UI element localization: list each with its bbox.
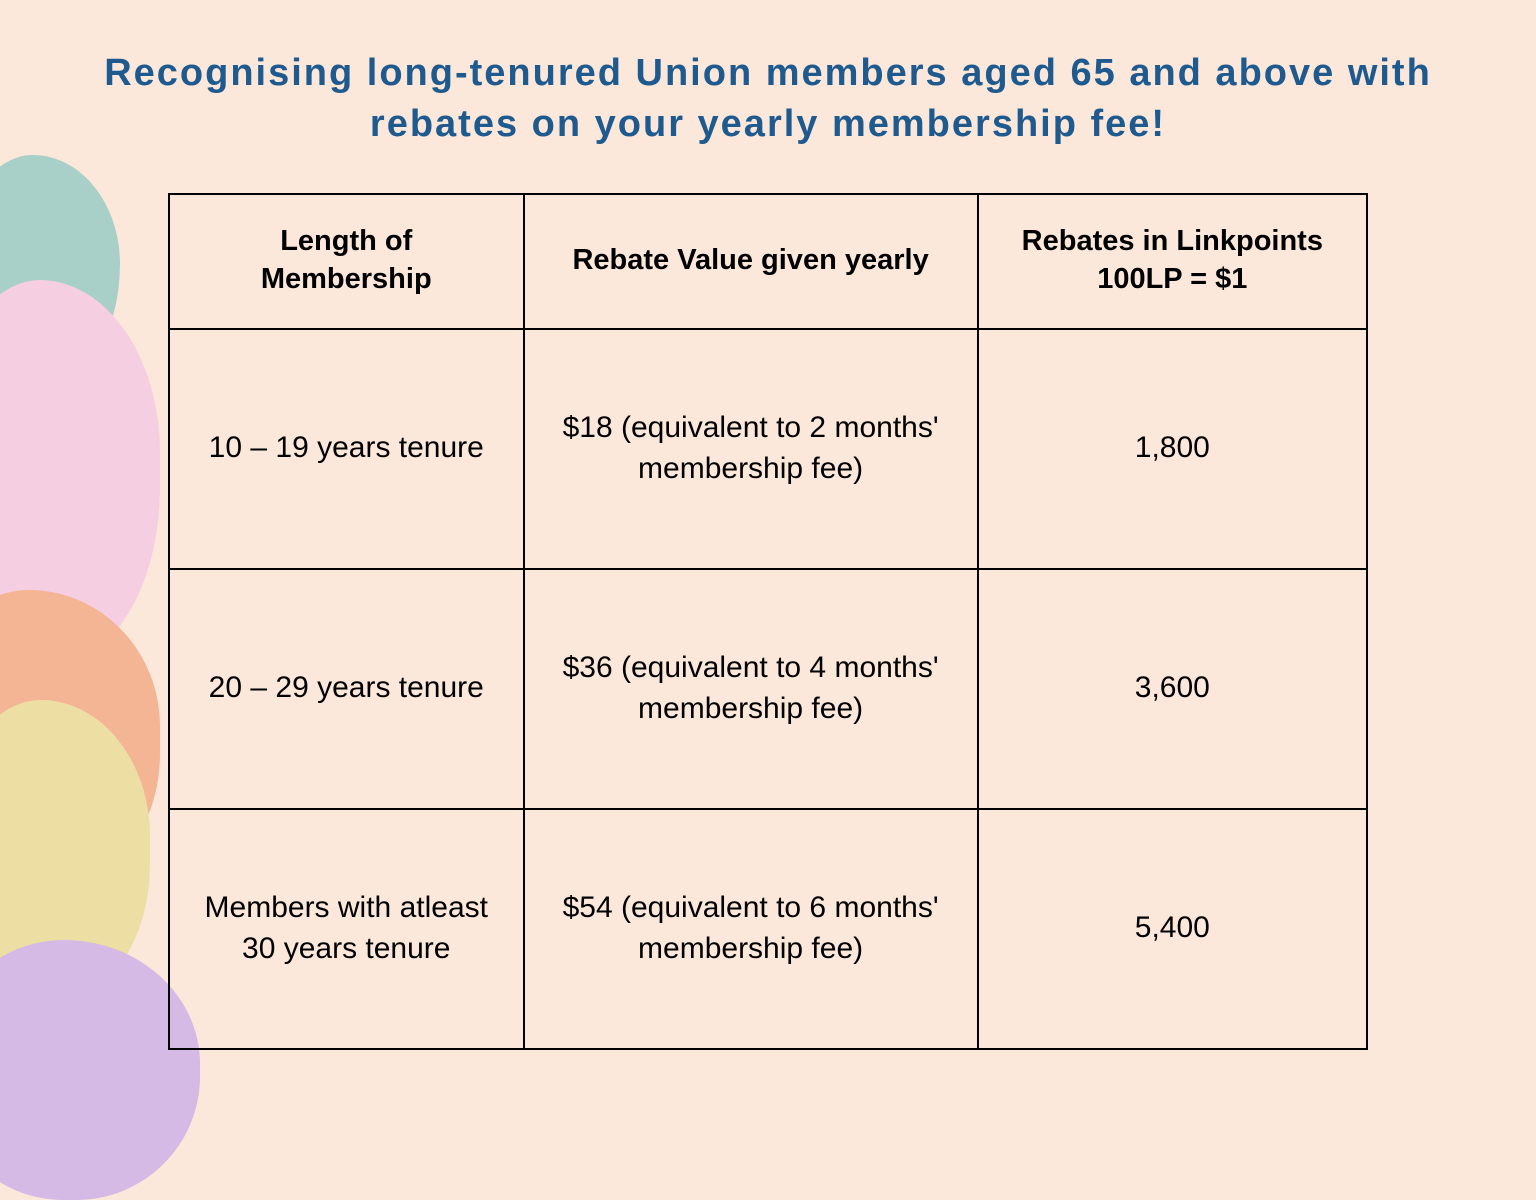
table-row: Members with atleast 30 years tenure $54… [169,809,1367,1049]
header-length: Length of Membership [169,194,524,329]
table-container: Length of Membership Rebate Value given … [0,193,1536,1050]
rebates-table: Length of Membership Rebate Value given … [168,193,1368,1050]
cell-rebate-value: $18 (equivalent to 2 months' membership … [524,329,978,569]
table-row: 10 – 19 years tenure $18 (equivalent to … [169,329,1367,569]
header-rebate-value: Rebate Value given yearly [524,194,978,329]
cell-length: Members with atleast 30 years tenure [169,809,524,1049]
cell-linkpoints: 1,800 [978,329,1367,569]
cell-linkpoints: 3,600 [978,569,1367,809]
cell-linkpoints: 5,400 [978,809,1367,1049]
header-linkpoints: Rebates in Linkpoints 100LP = $1 [978,194,1367,329]
table-header-row: Length of Membership Rebate Value given … [169,194,1367,329]
content-container: Recognising long-tenured Union members a… [0,0,1536,1050]
cell-rebate-value: $36 (equivalent to 4 months' membership … [524,569,978,809]
page-title: Recognising long-tenured Union members a… [0,48,1536,151]
cell-length: 10 – 19 years tenure [169,329,524,569]
cell-rebate-value: $54 (equivalent to 6 months' membership … [524,809,978,1049]
cell-length: 20 – 29 years tenure [169,569,524,809]
table-row: 20 – 29 years tenure $36 (equivalent to … [169,569,1367,809]
